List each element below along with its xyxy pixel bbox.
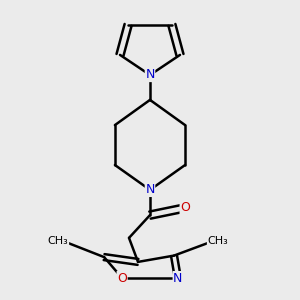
Text: N: N: [145, 68, 155, 82]
Text: O: O: [117, 272, 127, 285]
Text: O: O: [180, 201, 190, 214]
Text: N: N: [173, 272, 183, 285]
Text: CH₃: CH₃: [48, 236, 69, 247]
Text: N: N: [145, 183, 155, 196]
Text: CH₃: CH₃: [207, 236, 228, 247]
